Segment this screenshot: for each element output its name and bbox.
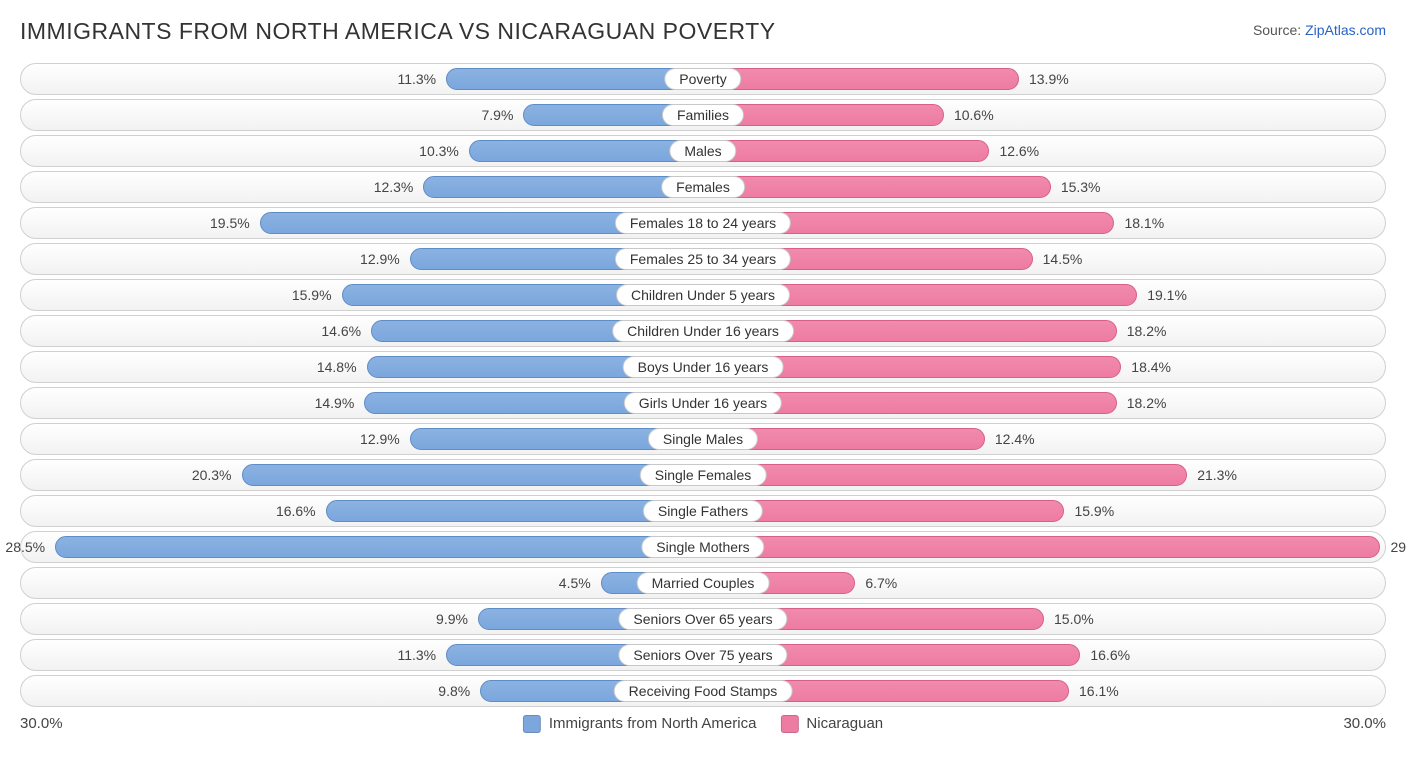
chart-row: 20.3% 21.3% Single Females xyxy=(20,459,1386,491)
source-prefix: Source: xyxy=(1253,22,1305,38)
chart-row: 14.6% 18.2% Children Under 16 years xyxy=(20,315,1386,347)
chart-row: 9.8% 16.1% Receiving Food Stamps xyxy=(20,675,1386,707)
category-label: Families xyxy=(662,104,744,126)
axis-max-right: 30.0% xyxy=(1343,715,1386,732)
value-label-left: 14.6% xyxy=(321,323,361,339)
value-label-right: 16.1% xyxy=(1079,683,1119,699)
legend-swatch-right xyxy=(780,715,798,733)
value-label-right: 18.2% xyxy=(1127,395,1167,411)
value-label-left: 11.3% xyxy=(397,647,436,663)
value-label-left: 28.5% xyxy=(5,539,45,555)
bar-right xyxy=(703,464,1187,486)
value-label-right: 18.4% xyxy=(1131,359,1171,375)
value-label-left: 9.8% xyxy=(438,683,470,699)
value-label-right: 19.1% xyxy=(1147,287,1187,303)
value-label-right: 18.1% xyxy=(1124,215,1164,231)
value-label-right: 10.6% xyxy=(954,107,994,123)
source-citation: Source: ZipAtlas.com xyxy=(1253,22,1386,38)
category-label: Girls Under 16 years xyxy=(624,392,782,414)
bar-right xyxy=(703,68,1019,90)
value-label-left: 20.3% xyxy=(192,467,232,483)
value-label-left: 12.9% xyxy=(360,251,400,267)
value-label-right: 15.3% xyxy=(1061,179,1101,195)
legend-item-left: Immigrants from North America xyxy=(523,715,757,733)
chart-footer: 30.0% Immigrants from North America Nica… xyxy=(20,715,1386,732)
value-label-right: 13.9% xyxy=(1029,71,1069,87)
value-label-right: 18.2% xyxy=(1127,323,1167,339)
category-label: Single Mothers xyxy=(641,536,764,558)
value-label-right: 29.8% xyxy=(1390,539,1406,555)
legend-label-left: Immigrants from North America xyxy=(549,715,757,732)
value-label-left: 10.3% xyxy=(419,143,459,159)
value-label-left: 16.6% xyxy=(276,503,316,519)
category-label: Females 18 to 24 years xyxy=(615,212,791,234)
category-label: Seniors Over 65 years xyxy=(618,608,787,630)
value-label-right: 12.4% xyxy=(995,431,1035,447)
chart-row: 11.3% 16.6% Seniors Over 75 years xyxy=(20,639,1386,671)
value-label-right: 15.0% xyxy=(1054,611,1094,627)
category-label: Married Couples xyxy=(637,572,770,594)
legend-label-right: Nicaraguan xyxy=(806,715,883,732)
value-label-right: 14.5% xyxy=(1043,251,1083,267)
legend-item-right: Nicaraguan xyxy=(780,715,883,733)
value-label-left: 11.3% xyxy=(397,71,436,87)
value-label-left: 7.9% xyxy=(482,107,514,123)
value-label-left: 15.9% xyxy=(292,287,332,303)
category-label: Receiving Food Stamps xyxy=(614,680,793,702)
category-label: Females xyxy=(661,176,745,198)
legend-swatch-left xyxy=(523,715,541,733)
chart-row: 9.9% 15.0% Seniors Over 65 years xyxy=(20,603,1386,635)
value-label-right: 15.9% xyxy=(1074,503,1114,519)
bar-right xyxy=(703,536,1380,558)
category-label: Single Fathers xyxy=(643,500,763,522)
bar-right xyxy=(703,176,1051,198)
diverging-bar-chart: 11.3%13.9%Poverty7.9%10.6%Families10.3%1… xyxy=(20,63,1386,707)
bar-left xyxy=(242,464,703,486)
value-label-right: 12.6% xyxy=(999,143,1039,159)
value-label-left: 12.9% xyxy=(360,431,400,447)
chart-row: 11.3% 13.9% Poverty xyxy=(20,63,1386,95)
value-label-left: 14.8% xyxy=(317,359,357,375)
chart-row: 28.5%29.8%Single Mothers xyxy=(20,531,1386,563)
category-label: Single Females xyxy=(640,464,767,486)
axis-max-left: 30.0% xyxy=(20,715,63,732)
category-label: Single Males xyxy=(648,428,758,450)
category-label: Females 25 to 34 years xyxy=(615,248,791,270)
legend: Immigrants from North America Nicaraguan xyxy=(523,715,883,733)
value-label-left: 12.3% xyxy=(374,179,414,195)
category-label: Males xyxy=(669,140,736,162)
value-label-left: 14.9% xyxy=(315,395,355,411)
value-label-right: 6.7% xyxy=(865,575,897,591)
value-label-left: 19.5% xyxy=(210,215,250,231)
chart-row: 12.9% 14.5% Females 25 to 34 years xyxy=(20,243,1386,275)
chart-row: 15.9% 19.1% Children Under 5 years xyxy=(20,279,1386,311)
chart-row: 4.5% 6.7% Married Couples xyxy=(20,567,1386,599)
chart-row: 14.9% 18.2% Girls Under 16 years xyxy=(20,387,1386,419)
category-label: Children Under 5 years xyxy=(616,284,790,306)
chart-row: 12.3% 15.3% Females xyxy=(20,171,1386,203)
value-label-right: 16.6% xyxy=(1090,647,1130,663)
category-label: Children Under 16 years xyxy=(612,320,794,342)
header: IMMIGRANTS FROM NORTH AMERICA VS NICARAG… xyxy=(20,18,1386,45)
value-label-right: 21.3% xyxy=(1197,467,1237,483)
chart-row: 7.9% 10.6% Families xyxy=(20,99,1386,131)
category-label: Seniors Over 75 years xyxy=(618,644,787,666)
category-label: Boys Under 16 years xyxy=(623,356,784,378)
chart-row: 10.3% 12.6% Males xyxy=(20,135,1386,167)
value-label-left: 9.9% xyxy=(436,611,468,627)
value-label-left: 4.5% xyxy=(559,575,591,591)
category-label: Poverty xyxy=(664,68,741,90)
chart-row: 16.6% 15.9% Single Fathers xyxy=(20,495,1386,527)
bar-left xyxy=(55,536,703,558)
chart-row: 12.9% 12.4% Single Males xyxy=(20,423,1386,455)
chart-row: 14.8% 18.4% Boys Under 16 years xyxy=(20,351,1386,383)
chart-row: 19.5% 18.1% Females 18 to 24 years xyxy=(20,207,1386,239)
source-link[interactable]: ZipAtlas.com xyxy=(1305,22,1386,38)
page-title: IMMIGRANTS FROM NORTH AMERICA VS NICARAG… xyxy=(20,18,776,45)
bar-right xyxy=(703,140,989,162)
bar-left xyxy=(469,140,703,162)
